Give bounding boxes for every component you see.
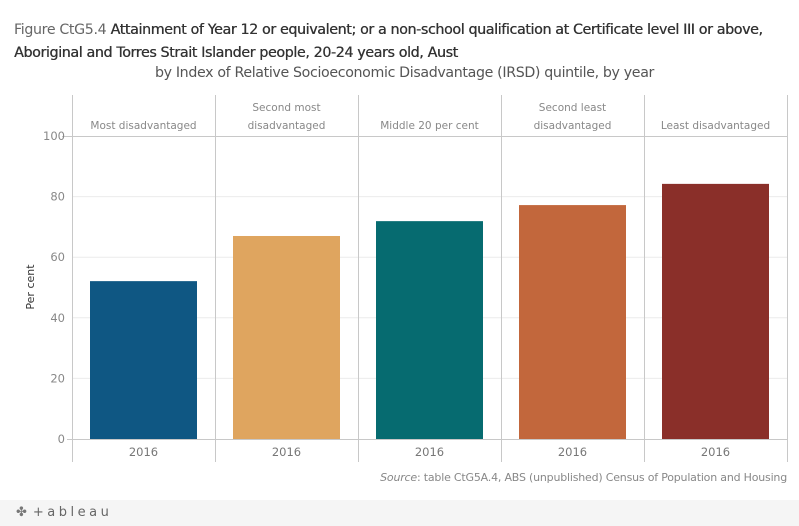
- panel-header-label: disadvantaged: [248, 120, 326, 132]
- bar: [519, 205, 626, 439]
- panel-header-label: Least disadvantaged: [661, 120, 770, 132]
- panel-header-label: Second least: [539, 102, 606, 114]
- x-tick-label: 2016: [129, 445, 158, 459]
- source-text: : table CtG5A.4, ABS (unpublished) Censu…: [416, 471, 787, 484]
- title-main: Attainment of Year 12 or equivalent; or …: [14, 22, 763, 61]
- bar: [233, 235, 340, 439]
- y-tick-label: 40: [50, 311, 65, 325]
- tableau-footer: ✤ +ableau: [0, 500, 799, 526]
- bar: [376, 221, 483, 439]
- bar: [662, 183, 769, 439]
- x-tick-label: 2016: [701, 445, 730, 459]
- tableau-wordmark: +ableau: [32, 505, 113, 520]
- y-tick-label: 0: [58, 432, 65, 446]
- chart-title: Figure CtG5.4 Attainment of Year 12 or e…: [14, 19, 799, 65]
- y-tick-label: 80: [50, 190, 65, 204]
- tableau-logo[interactable]: ✤ +ableau: [16, 505, 112, 520]
- tableau-cross-icon: ✤: [16, 505, 27, 520]
- panel-header-label: disadvantaged: [534, 120, 612, 132]
- x-tick-label: 2016: [558, 445, 587, 459]
- source-note: Source: table CtG5A.4, ABS (unpublished)…: [380, 471, 787, 484]
- bar-chart: 0 20 40 60 80 100 Per cent Most disadvantaged 20…: [24, 95, 788, 462]
- figure-number: Figure CtG5.4: [14, 22, 107, 38]
- chart-subtitle: by Index of Relative Socioeconomic Disad…: [154, 65, 655, 81]
- y-tick-label: 20: [50, 371, 65, 385]
- bar: [90, 281, 197, 439]
- x-tick-label: 2016: [272, 445, 301, 459]
- panel-header-label: Second most: [252, 102, 320, 114]
- source-label: Source: [380, 471, 417, 484]
- panel-header-label: Most disadvantaged: [90, 120, 196, 132]
- y-tick-label: 60: [50, 250, 65, 264]
- y-tick-label: 100: [43, 129, 65, 143]
- y-axis-label: Per cent: [24, 264, 37, 310]
- panel-header-label: Middle 20 per cent: [380, 120, 479, 132]
- x-tick-label: 2016: [415, 445, 444, 459]
